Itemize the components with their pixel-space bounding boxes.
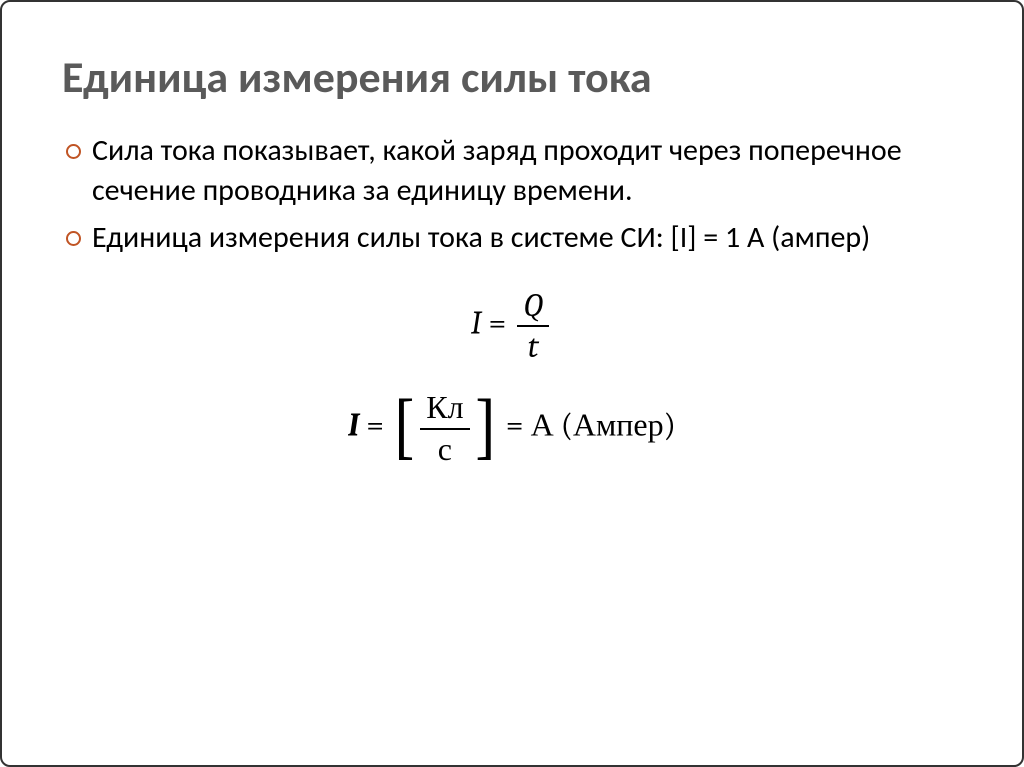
equals-sign: = (488, 305, 506, 342)
equals-sign: = (506, 407, 524, 444)
fraction-numerator: Кл (420, 390, 469, 429)
bullet-item: Сила тока показывает, какой заряд проход… (62, 131, 962, 212)
formula-left: I (471, 305, 482, 342)
bullet-list: Сила тока показывает, какой заряд проход… (62, 131, 962, 259)
left-bracket-icon: [ (391, 398, 416, 456)
bullet-item: Единица измерения силы тока в системе СИ… (62, 218, 962, 259)
formula-line-2: I = [ Кл с ] = А (Ампер) (62, 390, 962, 466)
formula-right: А (Ампер) (531, 407, 676, 444)
formula-line-1: I = Q t (62, 288, 962, 364)
formula-left: I (348, 407, 359, 444)
fraction: Q t (517, 288, 549, 364)
fraction-numerator: Q (517, 288, 549, 327)
formula-block: I = Q t I = [ Кл с ] = А (Ампер) (62, 288, 962, 467)
bracketed-fraction: [ Кл с ] (391, 390, 499, 466)
slide-title: Единица измерения силы тока (62, 52, 962, 103)
equals-sign: = (366, 407, 384, 444)
right-bracket-icon: ] (474, 398, 499, 456)
fraction: Кл с (420, 390, 469, 466)
fraction-denominator: с (420, 430, 469, 467)
fraction-denominator: t (517, 327, 549, 364)
slide-frame: Единица измерения силы тока Сила тока по… (0, 0, 1024, 767)
